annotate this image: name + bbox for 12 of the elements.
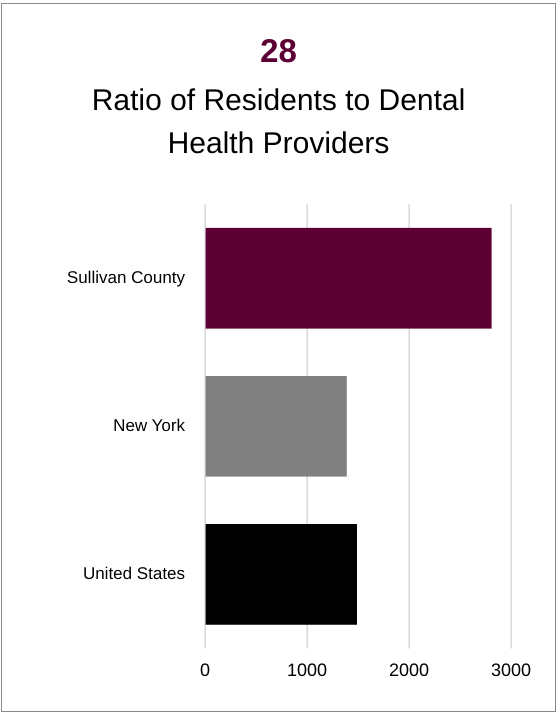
y-tick-label: United States: [82, 564, 185, 584]
y-tick-label: New York: [113, 416, 186, 435]
x-tick-label: 3000: [490, 660, 532, 680]
x-tick-label: 0: [200, 660, 210, 680]
chart-title: 28: [259, 32, 298, 70]
x-tick-label: 2000: [388, 660, 430, 680]
chart-subtitle: Ratio of Residents to Dental Health Providers: [90, 83, 466, 162]
x-tick-label: 1000: [286, 660, 328, 680]
bar: [206, 376, 347, 477]
y-tick-label: Sullivan County: [66, 268, 186, 287]
bar: [206, 228, 492, 329]
bar: [206, 524, 357, 625]
